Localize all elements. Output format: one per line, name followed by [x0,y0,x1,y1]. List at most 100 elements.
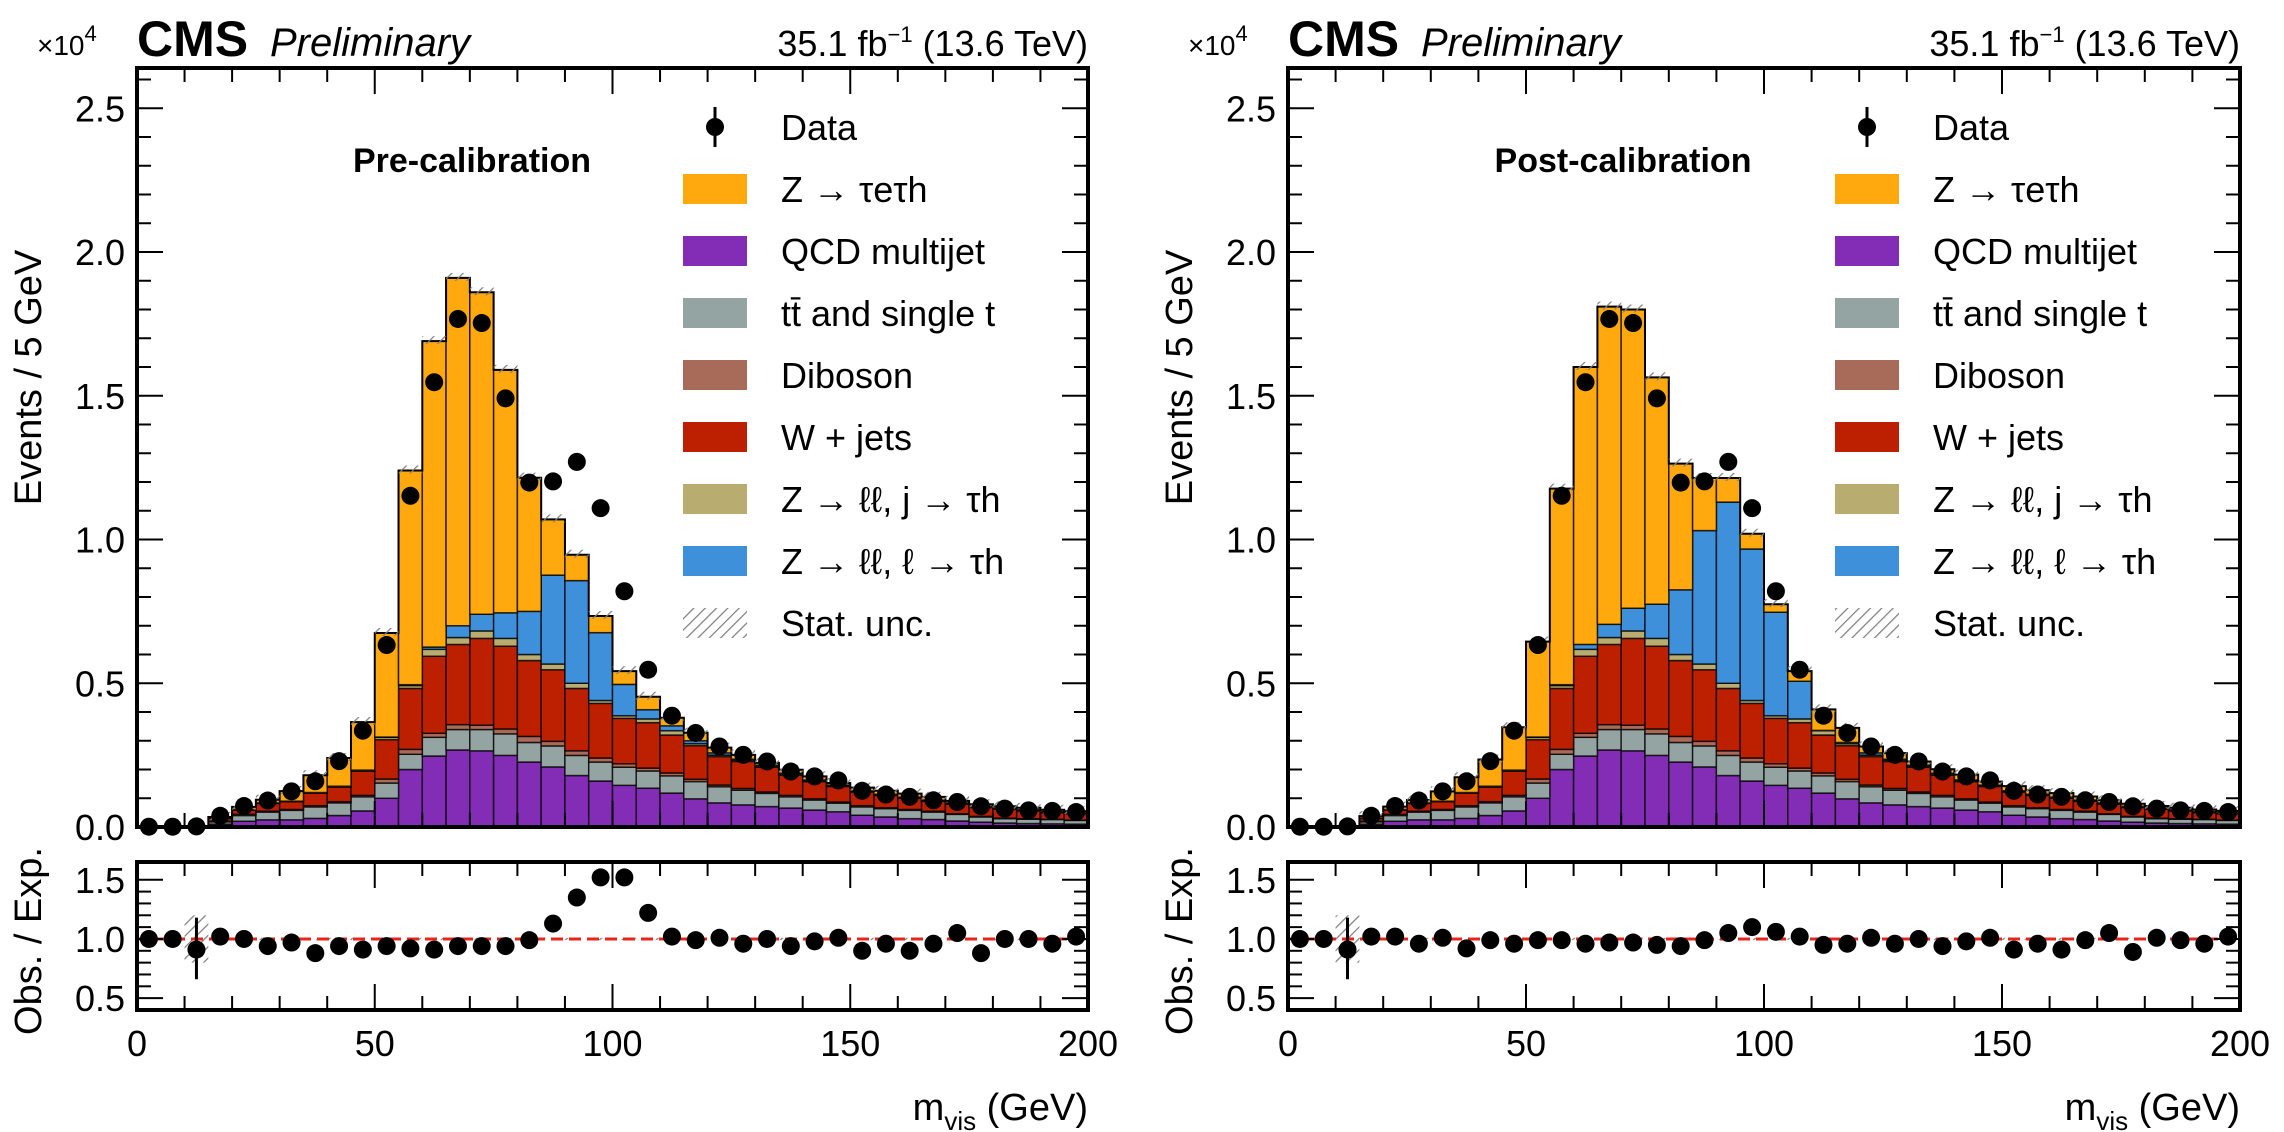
data-point [496,389,515,408]
stack-bar [1430,809,1456,821]
stack-bar [397,687,424,751]
legend-entry: QCD multijet [1835,231,2137,272]
stack-bar [1501,796,1527,812]
stack-bar [1572,366,1599,646]
ratio-point [520,931,539,950]
stack-bar [635,787,661,828]
stack-bar [754,805,780,828]
ratio-panel: 0.5 1.0 1.5 Obs. / Exp. 0 50 100 150 200 mvis (Ge… [1159,847,2270,1132]
legend-label-text: Z → ℓℓ, j → τh [1933,479,2153,520]
ratio-point [1481,931,1500,950]
ratio-unc-band [2121,937,2145,941]
ratio-point [972,944,991,963]
x-axis-label-sub: vis [944,1106,976,1132]
y-multiplier: ×104 [37,21,97,61]
stack-bar [278,809,305,821]
stack-bar [706,802,733,828]
ratio-unc-band [2049,937,2074,941]
ratio-point [995,929,1014,948]
ratio-point [1409,934,1428,953]
ratio-point [234,929,253,948]
data-point [1624,314,1643,333]
stack-bar [611,683,638,717]
data-point [1457,772,1476,791]
legend-label: tt̄ and single t [781,293,995,334]
stack-bar [1787,721,1813,769]
lumi-label: 35.1 fb−1 (13.6 TeV) [1929,22,2240,64]
stack-bar [825,802,851,813]
stack-bar [350,770,376,797]
data-point [1957,767,1976,786]
ratio-point [567,888,586,907]
ratio-point [639,903,658,922]
series-z-h [1525,501,2241,814]
stack-bar [1834,780,1860,800]
stack-bar [469,630,495,640]
stack-bar [1501,770,1527,797]
stack-bar [1620,308,1646,609]
data-point [900,787,919,806]
ratio-y-tick-label: 0.5 [75,978,125,1019]
stack-bar [778,807,804,828]
lumi-value: 35.1 fb [1929,23,2039,64]
stack-bar [1572,648,1599,657]
ratio-point [1647,935,1666,954]
stack-bar [1596,305,1622,626]
data-point [234,797,253,816]
data-point [306,772,325,791]
stack-bar [516,735,542,744]
ratio-point [1019,929,1038,948]
ratio-point [2076,931,2095,950]
data-points [1290,309,2238,836]
stack-bar [1858,802,1884,828]
stack-bar [469,637,495,726]
legend-label-text: Stat. unc. [1933,603,2085,644]
stack-bar [564,754,590,777]
ratio-point [710,928,729,947]
y-axis: 0.0 0.5 1.0 1.5 2.0 2.5 [75,78,1088,848]
stack-bar [231,814,257,822]
stack-bar [1763,784,1789,828]
stack-bar [659,734,685,774]
data-point [2171,801,2190,820]
calibration-label: Pre-calibration [353,142,591,180]
stack-bar [540,574,566,665]
stack-bar [492,637,519,647]
legend-label-text: tt̄ and single t [1933,293,2147,334]
stack-bar [659,775,685,794]
stat-unc-band [1668,458,1693,467]
ratio-point [1695,931,1714,950]
stack-bar [1929,807,1956,828]
x-tick-label: 200 [2210,1023,2270,1064]
stack-bar [302,792,328,807]
ratio-point [924,934,943,953]
stack-bar [421,648,447,657]
data-points [139,309,1086,836]
ratio-y-tick-label: 1.0 [75,919,125,960]
stack-bar [1668,741,1694,763]
stack-bar [706,755,733,786]
stack-bar [540,745,566,768]
data-point [1019,801,1038,820]
ratio-point [306,944,325,963]
ratio-point [472,937,491,956]
ratio-point [401,939,420,958]
stack-bar [1691,529,1718,665]
stack-bar [683,780,709,800]
stack-bar [516,610,542,656]
y-multiplier-base: ×10 [1188,30,1236,61]
legend: Data Z → τeτh QCD multijet tt̄ and single t… [1835,107,2156,644]
ratio-point [734,934,753,953]
ratio-point [448,937,467,956]
lumi-exponent: −1 [887,22,912,47]
data-point [1528,636,1547,655]
stack-bar [611,766,638,787]
ratio-point [948,924,967,943]
color-swatch-icon [683,174,747,204]
ratio-frame [135,860,1090,1012]
data-point [330,752,349,771]
ratio-unc-band [303,937,328,941]
series-qcd-multijet [1358,749,2241,828]
stat-unc-band [588,610,613,619]
stack-bar [1858,786,1884,804]
